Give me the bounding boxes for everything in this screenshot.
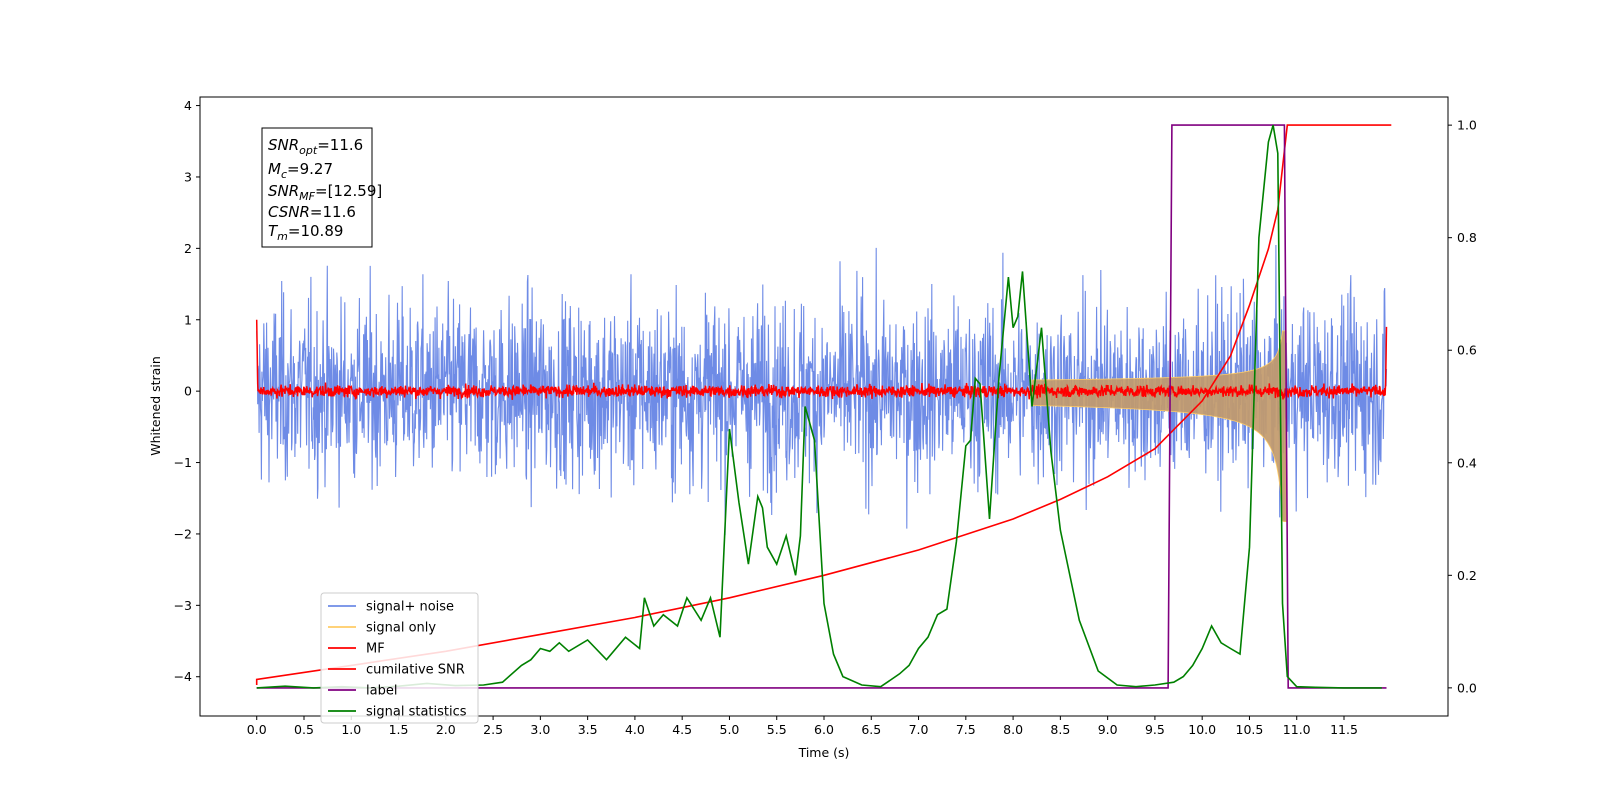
x-tick-label: 1.5 [389, 722, 409, 737]
y-axis-right: 1.0 0.8 0.6 0.4 0.2 0.0 [1448, 118, 1477, 695]
info-tm-value: =10.89 [288, 222, 344, 240]
info-box-frame [261, 127, 373, 248]
y2-tick-label: 0.6 [1457, 343, 1477, 358]
x-tick-label: 4.0 [625, 722, 645, 737]
series-signal-noise [256, 244, 1388, 536]
info-box: SNRopt=11.6 Mc=9.27 SNRMF=[12.59] CSNR=1… [261, 127, 382, 248]
series-label [256, 124, 1387, 689]
legend-label: signal only [366, 621, 436, 636]
legend-label: signal+ noise [366, 600, 454, 615]
info-mc: Mc=9.27 [268, 160, 333, 181]
y-tick-label: 3 [184, 169, 192, 184]
y2-tick-label: 1.0 [1457, 118, 1477, 133]
x-tick-label: 11.0 [1283, 722, 1311, 737]
info-mc-main: M [268, 160, 281, 178]
info-snr-mf-sub: MF [299, 190, 315, 203]
y-axis-left: 4 3 2 1 0 −1 −2 −3 −4 [174, 98, 200, 684]
legend-label: label [366, 684, 397, 699]
x-tick-label: 5.0 [720, 722, 740, 737]
info-snr-opt-sub: opt [299, 144, 318, 157]
y-tick-label: 2 [184, 241, 192, 256]
x-tick-label: 6.0 [814, 722, 834, 737]
info-csnr-value: =11.6 [310, 203, 356, 221]
x-tick-label: 10.0 [1188, 722, 1216, 737]
series-mf [255, 319, 1388, 401]
info-snr-opt-main: SNR [268, 136, 299, 154]
y-tick-label: 0 [184, 384, 192, 399]
x-axis-label: Time (s) [798, 745, 850, 760]
y2-tick-label: 0.4 [1457, 455, 1477, 470]
x-tick-label: 9.0 [1098, 722, 1118, 737]
y-tick-label: −4 [174, 669, 192, 684]
info-tm: Tm=10.89 [268, 222, 343, 243]
x-tick-label: 3.0 [530, 722, 550, 737]
info-snr-mf: SNRMF=[12.59] [268, 182, 382, 203]
y2-tick-label: 0.8 [1457, 230, 1477, 245]
x-tick-label: 10.5 [1236, 722, 1264, 737]
info-tm-sub: m [277, 230, 288, 243]
x-tick-label: 0.0 [247, 722, 267, 737]
info-snr-mf-main: SNR [268, 182, 299, 200]
x-tick-label: 8.5 [1050, 722, 1070, 737]
x-tick-label: 7.5 [956, 722, 976, 737]
x-tick-label: 1.0 [341, 722, 361, 737]
info-snr-opt-value: =11.6 [317, 136, 363, 154]
x-tick-label: 11.5 [1330, 722, 1358, 737]
legend: signal+ noise signal only MF cumilative SNR… [320, 592, 479, 724]
y-tick-label: 1 [184, 312, 192, 327]
x-axis: 0.0 0.5 1.0 1.5 2.0 2.5 3.0 3.5 4.0 4.5 5.0 5.5 6.0 6… [247, 716, 1358, 737]
x-tick-label: 8.0 [1003, 722, 1023, 737]
y-tick-label: 4 [184, 98, 192, 113]
x-tick-label: 6.5 [861, 722, 881, 737]
legend-frame [320, 592, 479, 724]
y2-tick-label: 0.0 [1457, 680, 1477, 695]
info-snr-opt: SNRopt=11.6 [268, 136, 363, 157]
info-csnr: CSNR=11.6 [268, 203, 356, 221]
x-tick-label: 4.5 [672, 722, 692, 737]
x-tick-label: 3.5 [578, 722, 598, 737]
x-tick-label: 2.0 [436, 722, 456, 737]
x-tick-label: 2.5 [483, 722, 503, 737]
y-tick-label: −2 [174, 526, 192, 541]
y-tick-label: −1 [174, 455, 192, 470]
legend-label: cumilative SNR [366, 663, 465, 678]
plot-area [255, 124, 1392, 689]
y-tick-label: −3 [174, 598, 192, 613]
info-snr-mf-value: =[12.59] [315, 182, 382, 200]
info-mc-sub: c [281, 168, 287, 181]
y2-tick-label: 0.2 [1457, 568, 1477, 583]
x-tick-label: 7.0 [909, 722, 929, 737]
info-csnr-main: CSNR [268, 203, 310, 221]
x-tick-label: 0.5 [294, 722, 314, 737]
x-tick-label: 9.5 [1145, 722, 1165, 737]
legend-label: MF [366, 642, 385, 657]
x-tick-label: 5.5 [767, 722, 787, 737]
legend-label: signal statistics [366, 705, 467, 720]
info-tm-main: T [268, 222, 279, 240]
y-axis-label: Whitened strain [148, 356, 163, 455]
series-signal-statistics [256, 124, 1382, 689]
info-mc-value: =9.27 [287, 160, 333, 178]
